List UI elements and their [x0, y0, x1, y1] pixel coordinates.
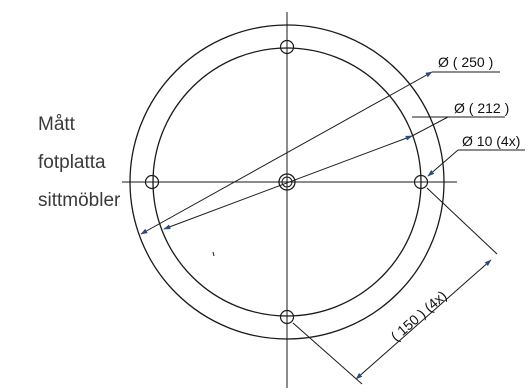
outer-diameter-label: Ø ( 250 ) — [438, 54, 493, 70]
spacing-extension-1 — [426, 187, 498, 255]
caption-line-3: sittmöbler — [38, 190, 121, 211]
caption-line-2: fotplatta — [38, 152, 106, 173]
stray-mark — [212, 251, 215, 257]
inner-diameter-connector — [411, 116, 449, 137]
inner-diameter-leader — [163, 135, 413, 230]
spacing-dimension-line — [355, 259, 492, 380]
spacing-extension-2 — [292, 322, 363, 385]
hole-diameter-label: Ø 10 (4x) — [462, 133, 520, 149]
hole-spacing-label: ( 150 ) (4x) — [387, 287, 449, 344]
mounting-hole-bottom — [279, 309, 295, 325]
inner-diameter-label: Ø ( 212 ) — [454, 100, 509, 116]
caption-line-1: Mått — [38, 114, 75, 135]
mounting-hole-top — [279, 39, 295, 55]
outer-circle — [129, 24, 445, 340]
hole-diameter-leader — [427, 149, 459, 177]
